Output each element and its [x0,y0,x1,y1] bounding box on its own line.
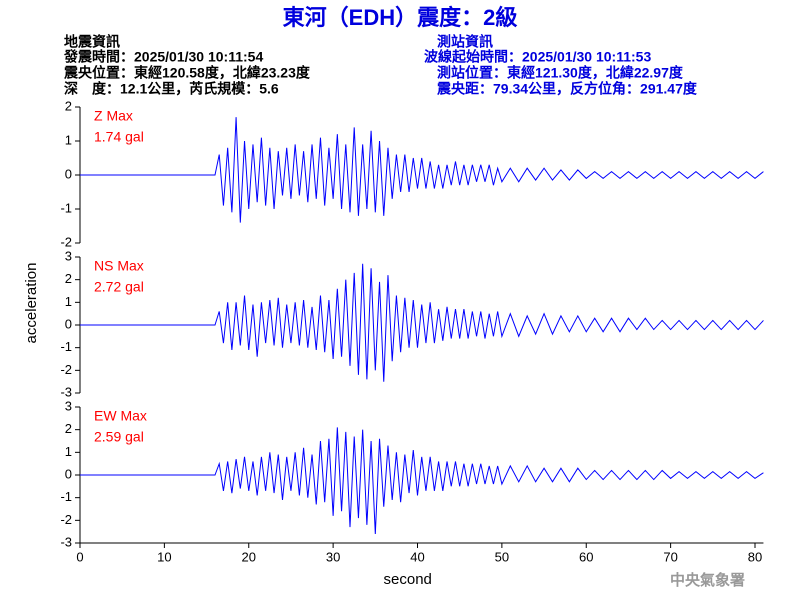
annotation: NS Max [94,258,144,274]
y-tick-label: -2 [60,362,72,377]
y-tick-label: 0 [65,466,72,481]
waveform [80,117,764,223]
annotation: 2.59 gal [94,429,144,445]
x-tick-label: 80 [748,549,762,564]
station-info: 測站資訊 [437,34,493,50]
annotation: 2.72 gal [94,279,144,295]
y-tick-label: 0 [65,166,72,181]
chart-title: 東河（EDH）震度：2級 [283,5,518,30]
quake-info: 震央位置：東經120.58度，北緯23.23度 [63,65,311,81]
y-tick-label: 1 [65,444,72,459]
annotation: EW Max [94,408,147,424]
credit: 中央氣象署 [670,571,745,589]
y-tick-label: 1 [65,294,72,309]
station-info: 測站位置：東經121.30度，北緯22.97度 [437,65,684,81]
x-tick-label: 20 [242,549,256,564]
x-tick-label: 60 [579,549,593,564]
waveform [80,263,764,382]
quake-info: 地震資訊 [64,34,120,50]
x-tick-label: 50 [495,549,509,564]
x-tick-label: 40 [410,549,424,564]
quake-info: 深 度：12.1公里，芮氏規模：5.6 [64,81,279,97]
y-tick-label: -1 [60,339,72,354]
annotation: Z Max [94,108,133,124]
y-tick-label: 3 [65,398,72,413]
y-tick-label: -1 [60,489,72,504]
x-tick-label: 30 [326,549,340,564]
y-tick-label: -3 [60,384,72,399]
x-tick-label: 10 [157,549,171,564]
y-axis-label: acceleration [23,263,40,344]
y-tick-label: 2 [65,271,72,286]
quake-info: 發震時間：2025/01/30 10:11:54 [63,49,263,65]
y-tick-label: 2 [65,98,72,113]
x-axis-label: second [384,571,432,588]
y-tick-label: -2 [60,234,72,249]
x-tick-label: 0 [76,549,83,564]
y-tick-label: 2 [65,421,72,436]
y-tick-label: -1 [60,200,72,215]
station-info: 波線起始時間：2025/01/30 10:11:53 [424,49,651,65]
y-tick-label: 1 [65,132,72,147]
y-tick-label: -3 [60,534,72,549]
x-tick-label: 70 [663,549,677,564]
y-tick-label: -2 [60,512,72,527]
station-info: 震央距：79.34公里，反方位角：291.47度 [436,81,698,97]
y-tick-label: 3 [65,248,72,263]
waveform [80,427,764,534]
annotation: 1.74 gal [94,129,144,145]
y-tick-label: 0 [65,316,72,331]
